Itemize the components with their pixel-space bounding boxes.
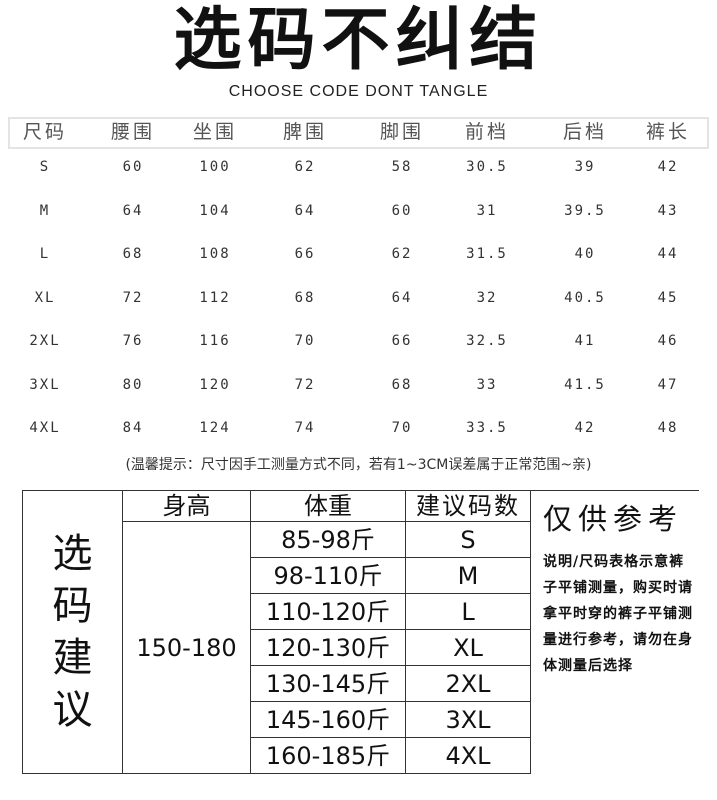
- size-value-cell: 76: [122, 333, 144, 349]
- size-label-cell: 4XL: [29, 420, 61, 436]
- size-value-cell: 31.5: [466, 246, 508, 262]
- weight-range: 160-185斤: [250, 737, 406, 774]
- size-value-cell: 66: [294, 246, 316, 262]
- size-value-cell: 31: [476, 202, 498, 219]
- weight-range: 110-120斤: [250, 593, 406, 630]
- size-value-cell: 39: [574, 159, 596, 175]
- size-value-cell: 64: [294, 202, 316, 219]
- size-value-cell: 33: [476, 376, 498, 393]
- suggested-size: XL: [405, 629, 531, 666]
- reference-title: 仅供参考: [543, 502, 684, 536]
- suggestion-row: 145-160斤 3XL: [23, 701, 699, 738]
- size-header: 建议码数: [405, 490, 531, 522]
- size-value-cell: 40: [574, 246, 596, 262]
- size-label-cell: 2XL: [29, 333, 61, 349]
- weight-range: 130-145斤: [250, 665, 406, 702]
- size-value-cell: 70: [294, 333, 316, 349]
- size-value-cell: 43: [657, 202, 679, 219]
- size-header-cell: 脚围: [379, 121, 425, 143]
- weight-header: 体重: [250, 490, 406, 522]
- suggested-size: S: [405, 521, 531, 558]
- size-header-cell: 尺码: [22, 121, 68, 143]
- size-value-cell: 120: [199, 376, 231, 393]
- size-value-cell: 116: [199, 333, 231, 349]
- size-value-cell: 124: [199, 420, 231, 436]
- size-value-cell: 46: [657, 333, 679, 349]
- height-header: 身高: [122, 490, 251, 522]
- size-value-cell: 72: [122, 289, 144, 306]
- suggestion-row: 130-145斤 2XL: [23, 665, 699, 702]
- measurement-note: (温馨提示：尺寸因手工测量方式不同，若有1~3CM误差属于正常范围~亲): [125, 457, 592, 473]
- size-value-cell: 45: [657, 289, 679, 306]
- size-value-cell: 40.5: [564, 289, 606, 306]
- size-label-cell: L: [39, 246, 51, 262]
- size-label-cell: S: [39, 159, 51, 175]
- size-table-header: [8, 117, 709, 149]
- size-value-cell: 30.5: [466, 159, 508, 175]
- size-header-cell: 前档: [464, 121, 510, 143]
- size-value-cell: 32.5: [466, 333, 508, 349]
- suggestion-row: 120-130斤 XL: [23, 629, 699, 666]
- suggested-size: 3XL: [405, 701, 531, 738]
- size-value-cell: 104: [199, 202, 231, 219]
- size-header-cell: 后档: [562, 121, 608, 143]
- suggested-size: L: [405, 593, 531, 630]
- size-value-cell: 68: [294, 289, 316, 306]
- suggestion-header-row: 选码建议 身高 体重 建议码数 仅供参考 说明/尺码表格示意裤子平铺测量，购买时…: [22, 490, 699, 774]
- suggested-size: 4XL: [405, 737, 531, 774]
- size-value-cell: 47: [657, 376, 679, 393]
- size-value-cell: 100: [199, 159, 231, 175]
- size-value-cell: 62: [294, 159, 316, 175]
- size-value-cell: 60: [122, 159, 144, 175]
- size-value-cell: 62: [391, 246, 413, 262]
- suggestion-row: 110-120斤 L: [23, 593, 699, 630]
- size-value-cell: 68: [391, 376, 413, 393]
- size-value-cell: 112: [199, 289, 231, 306]
- size-value-cell: 66: [391, 333, 413, 349]
- reference-panel: 仅供参考 说明/尺码表格示意裤子平铺测量，购买时请拿平时穿的裤子平铺测量进行参考…: [530, 490, 699, 774]
- weight-range: 85-98斤: [250, 521, 406, 558]
- size-value-cell: 68: [122, 246, 144, 262]
- suggested-size: M: [405, 557, 531, 594]
- size-label-cell: 3XL: [29, 376, 61, 393]
- suggestion-side-label: 选码建议: [22, 490, 123, 774]
- weight-range: 98-110斤: [250, 557, 406, 594]
- size-header-cell: 坐围: [192, 121, 238, 143]
- size-value-cell: 70: [391, 420, 413, 436]
- size-value-cell: 42: [574, 420, 596, 436]
- page-title: 选码不纠结: [173, 1, 544, 80]
- size-value-cell: 39.5: [564, 202, 606, 219]
- weight-range: 120-130斤: [250, 629, 406, 666]
- size-value-cell: 72: [294, 376, 316, 393]
- size-header-cell: 腰围: [110, 121, 156, 143]
- size-header-cell: 脾围: [282, 121, 328, 143]
- size-header-cell: 裤长: [645, 121, 691, 143]
- size-value-cell: 108: [199, 246, 231, 262]
- size-value-cell: 64: [391, 289, 413, 306]
- size-value-cell: 74: [294, 420, 316, 436]
- size-value-cell: 42: [657, 159, 679, 175]
- size-value-cell: 44: [657, 246, 679, 262]
- size-label-cell: XL: [34, 289, 56, 306]
- size-value-cell: 32: [476, 289, 498, 306]
- height-range: 150-180: [122, 521, 251, 774]
- size-value-cell: 48: [657, 420, 679, 436]
- size-value-cell: 41.5: [564, 376, 606, 393]
- size-value-cell: 33.5: [466, 420, 508, 436]
- page-subtitle: CHOOSE CODE DONT TANGLE: [228, 83, 489, 100]
- side-label-text: 选码建议: [52, 531, 93, 733]
- size-value-cell: 60: [391, 202, 413, 219]
- reference-text: 说明/尺码表格示意裤子平铺测量，购买时请拿平时穿的裤子平铺测量进行参考，请勿在身…: [543, 554, 693, 674]
- size-value-cell: 80: [122, 376, 144, 393]
- suggestion-row: 160-185斤 4XL: [23, 737, 699, 774]
- size-label-cell: M: [39, 202, 51, 219]
- size-value-cell: 84: [122, 420, 144, 436]
- size-value-cell: 58: [391, 159, 413, 175]
- size-value-cell: 41: [574, 333, 596, 349]
- size-suggestion-table: 选码建议 身高 体重 建议码数 仅供参考 说明/尺码表格示意裤子平铺测量，购买时…: [22, 490, 699, 774]
- weight-range: 145-160斤: [250, 701, 406, 738]
- size-value-cell: 64: [122, 202, 144, 219]
- suggested-size: 2XL: [405, 665, 531, 702]
- suggestion-row: 98-110斤 M: [23, 557, 699, 594]
